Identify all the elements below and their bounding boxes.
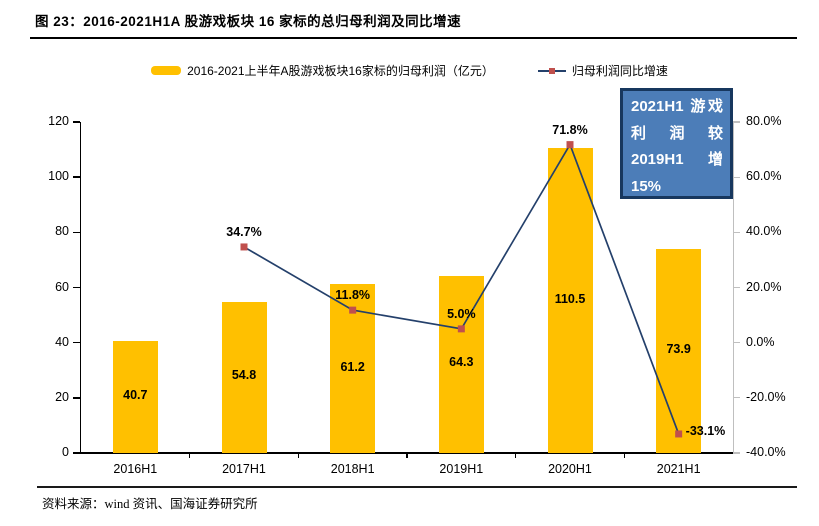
- bar-value-label: 40.7: [123, 387, 148, 402]
- left-axis-tick: [73, 286, 80, 289]
- left-axis-tick-label: 60: [55, 279, 69, 294]
- x-axis-tick: [188, 453, 191, 458]
- bar-2016H1: [112, 340, 158, 453]
- line-point-label: -33.1%: [685, 423, 726, 438]
- line-marker: [457, 325, 465, 333]
- annotation-callout: 2021H1 游戏利润较 2019H1 增 15%: [620, 88, 733, 199]
- left-axis-line: [80, 122, 82, 453]
- line-point-label: 71.8%: [552, 122, 588, 137]
- right-axis-tick-label: 20.0%: [746, 279, 782, 294]
- bar-series-swatch: [151, 66, 182, 75]
- bar-2019H1: [438, 275, 484, 453]
- line-point-label: 5.0%: [447, 306, 476, 321]
- source-note: 资料来源：wind 资讯、国海证券研究所: [42, 497, 258, 511]
- right-axis-tick: [733, 286, 740, 289]
- x-axis-label-2021H1: 2021H1: [656, 462, 701, 476]
- x-axis-tick: [623, 453, 626, 458]
- right-axis-tick-label: 60.0%: [746, 169, 782, 184]
- bar-value-label: 64.3: [449, 355, 474, 370]
- x-axis-label-2020H1: 2020H1: [548, 462, 592, 476]
- left-axis-tick: [73, 452, 80, 454]
- left-axis-tick: [73, 397, 80, 399]
- right-axis-tick: [733, 176, 740, 178]
- line-marker: [349, 306, 357, 314]
- right-axis-tick-label: 40.0%: [746, 224, 782, 239]
- right-axis-tick-label: 80.0%: [746, 114, 782, 128]
- line-series-symbol: [537, 66, 566, 75]
- line-symbol-marker: [548, 67, 555, 74]
- x-axis-label-2019H1: 2019H1: [439, 462, 484, 476]
- title-divider: [30, 37, 797, 40]
- right-axis-tick: [733, 231, 740, 233]
- left-axis-tick: [73, 231, 80, 234]
- left-axis-tick-label: 0: [62, 445, 69, 459]
- x-axis-tick: [297, 453, 300, 458]
- plot-area: 0 20 40 60 80 100 120 -40.0% -20.0% 0.0% 20.0% 40.0…: [48, 114, 785, 476]
- line-marker: [675, 430, 683, 438]
- x-axis-label-2018H1: 2018H1: [330, 462, 375, 476]
- x-axis-label-2017H1: 2017H1: [222, 462, 266, 476]
- right-axis-tick-label: -20.0%: [746, 389, 786, 404]
- legend-item-bar: 2016-2021上半年A股游戏板块16家标的归母利润（亿元）: [151, 62, 494, 79]
- line-marker: [566, 141, 574, 149]
- x-axis-line: [80, 452, 733, 454]
- right-axis-tick: [733, 397, 740, 399]
- line-point-label: 11.8%: [335, 288, 371, 303]
- left-axis-tick-label: 80: [55, 224, 69, 239]
- legend-bar-label: 2016-2021上半年A股游戏板块16家标的归母利润（亿元）: [187, 64, 494, 78]
- right-axis-tick: [733, 121, 740, 123]
- bar-value-label: 61.2: [340, 359, 365, 374]
- right-axis-tick: [733, 452, 740, 454]
- left-axis-tick-label: 40: [55, 334, 69, 349]
- bar-2017H1: [221, 301, 267, 453]
- legend-item-line: 归母利润同比增速: [537, 62, 668, 79]
- bar-value-label: 73.9: [666, 342, 691, 357]
- figure-title: 图 23：2016-2021H1A 股游戏板块 16 家标的总归母利润及同比增速: [35, 14, 462, 29]
- bar-value-label: 54.8: [231, 368, 257, 383]
- right-axis-tick: [733, 342, 740, 344]
- bar-2021H1: [656, 249, 702, 453]
- left-axis-tick-label: 20: [55, 389, 69, 404]
- left-axis-tick: [73, 121, 80, 123]
- bar-2020H1: [547, 148, 593, 453]
- x-axis-tick: [514, 453, 517, 458]
- left-axis-tick: [73, 341, 80, 344]
- chart-legend: 2016-2021上半年A股游戏板块16家标的归母利润（亿元） 归母利润同比增速: [0, 62, 819, 79]
- x-axis-tick: [406, 453, 408, 458]
- line-point-label: 34.7%: [226, 224, 262, 239]
- bar-value-label: 110.5: [554, 291, 586, 306]
- line-marker: [240, 243, 248, 251]
- right-axis-tick-label: -40.0%: [746, 445, 786, 459]
- left-axis-tick: [73, 176, 80, 178]
- left-axis-tick-label: 100: [48, 169, 69, 184]
- right-axis-tick-label: 0.0%: [746, 334, 775, 349]
- left-axis-tick-label: 120: [48, 114, 69, 128]
- x-axis-label-2016H1: 2016H1: [113, 462, 158, 476]
- legend-line-label: 归母利润同比增速: [571, 64, 668, 78]
- growth-line-series: [240, 141, 683, 438]
- source-divider: [37, 486, 797, 488]
